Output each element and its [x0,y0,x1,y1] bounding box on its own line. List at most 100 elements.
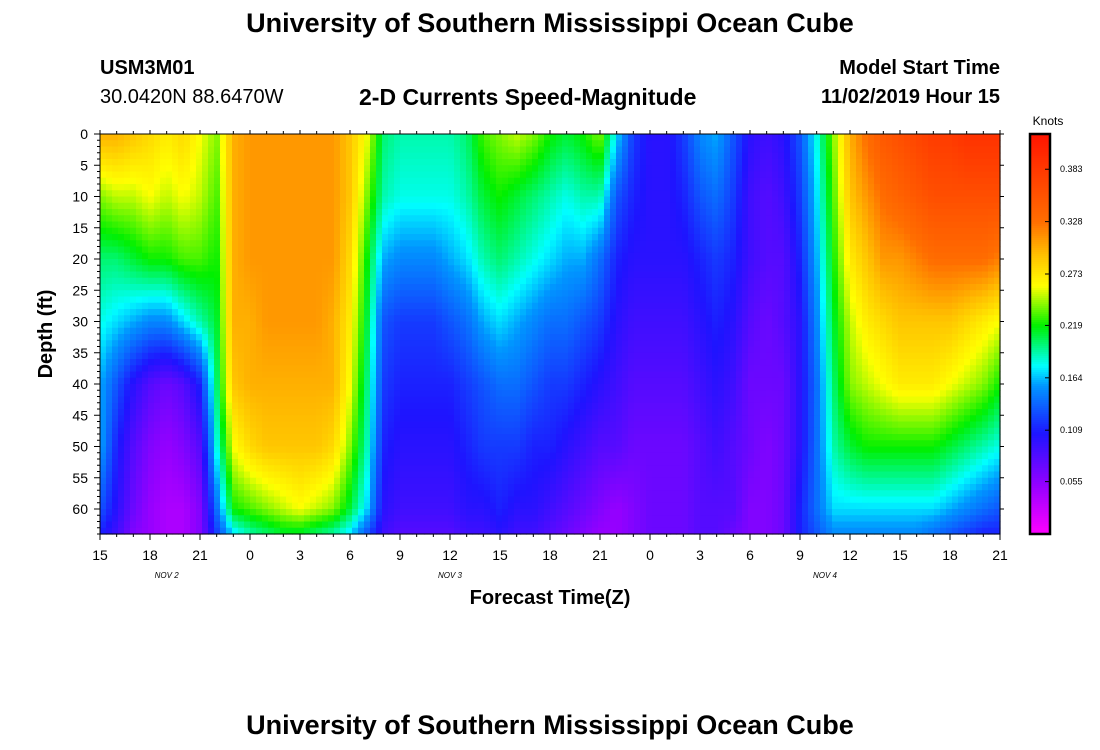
heatmap-cell [394,209,401,216]
heatmap-cell [628,140,635,148]
heatmap-cell [820,290,827,298]
heatmap-cell [742,240,749,248]
heatmap-cell [424,327,431,335]
heatmap-cell [838,184,845,191]
heatmap-cell [418,315,425,323]
heatmap-cell [856,196,863,204]
heatmap-cell [988,309,995,316]
heatmap-cell [208,252,215,260]
heatmap-cell [742,146,749,154]
heatmap-cell [664,152,671,160]
heatmap-cell [442,271,449,279]
heatmap-cell [202,334,209,341]
heatmap-cell [550,209,557,216]
heatmap-cell [562,184,569,191]
heatmap-cell [922,302,929,310]
heatmap-cell [622,302,629,310]
heatmap-cell [178,146,185,154]
heatmap-cell [526,302,533,310]
heatmap-cell [118,334,125,341]
heatmap-cell [556,246,563,254]
heatmap-cell [658,215,665,223]
heatmap-cell [922,177,929,185]
heatmap-cell [832,146,839,154]
heatmap-cell [100,159,107,166]
heatmap-cell [790,315,797,323]
heatmap-cell [214,221,221,229]
heatmap-cell [862,271,869,279]
heatmap-cell [856,252,863,260]
heatmap-cell [190,140,197,148]
heatmap-cell [862,277,869,285]
heatmap-cell [484,165,491,173]
heatmap-cell [646,190,653,198]
heatmap-cell [712,321,719,329]
heatmap-cell [280,215,287,223]
heatmap-cell [148,259,155,266]
heatmap-cell [838,284,845,291]
heatmap-cell [208,215,215,223]
heatmap-cell [124,315,131,323]
heatmap-cell [730,159,737,166]
heatmap-cell [742,309,749,316]
heatmap-cell [850,246,857,254]
heatmap-cell [598,171,605,179]
heatmap-cell [454,259,461,266]
heatmap-cell [664,315,671,323]
heatmap-cell [724,196,731,204]
heatmap-cell [316,296,323,304]
heatmap-cell [118,315,125,323]
heatmap-cell [742,227,749,235]
heatmap-cell [748,184,755,191]
heatmap-cell [928,246,935,254]
heatmap-cell [586,209,593,216]
heatmap-cell [604,171,611,179]
heatmap-cell [796,165,803,173]
heatmap-cell [436,302,443,310]
heatmap-cell [964,196,971,204]
heatmap-cell [388,215,395,223]
heatmap-cell [118,159,125,166]
heatmap-cell [484,277,491,285]
heatmap-cell [232,290,239,298]
heatmap-cell [748,277,755,285]
heatmap-cell [592,271,599,279]
heatmap-cell [934,134,941,141]
heatmap-cell [790,309,797,316]
heatmap-cell [568,215,575,223]
heatmap-cell [700,265,707,273]
heatmap-cell [766,227,773,235]
heatmap-cell [844,284,851,291]
heatmap-cell [964,184,971,191]
heatmap-cell [574,202,581,210]
heatmap-cell [940,227,947,235]
heatmap-cell [574,152,581,160]
heatmap-cell [256,196,263,204]
heatmap-cell [616,159,623,166]
heatmap-cell [130,290,137,298]
heatmap-cell [706,296,713,304]
heatmap-cell [880,190,887,198]
heatmap-cell [526,309,533,316]
heatmap-cell [766,184,773,191]
heatmap-cell [994,259,1001,266]
heatmap-cell [124,171,131,179]
heatmap-cell [490,221,497,229]
heatmap-cell [868,277,875,285]
heatmap-cell [874,265,881,273]
station-coords: 30.0420N 88.6470W [100,86,284,108]
heatmap-cell [640,277,647,285]
heatmap-cell [616,209,623,216]
heatmap-cell [514,315,521,323]
heatmap-cell [856,240,863,248]
heatmap-cell [544,134,551,141]
heatmap-cell [832,240,839,248]
heatmap-cell [490,265,497,273]
heatmap-cell [370,221,377,229]
heatmap-cell [496,146,503,154]
heatmap-cell [310,140,317,148]
heatmap-cell [976,246,983,254]
heatmap-cell [772,171,779,179]
heatmap-cell [190,321,197,329]
heatmap-cell [664,190,671,198]
